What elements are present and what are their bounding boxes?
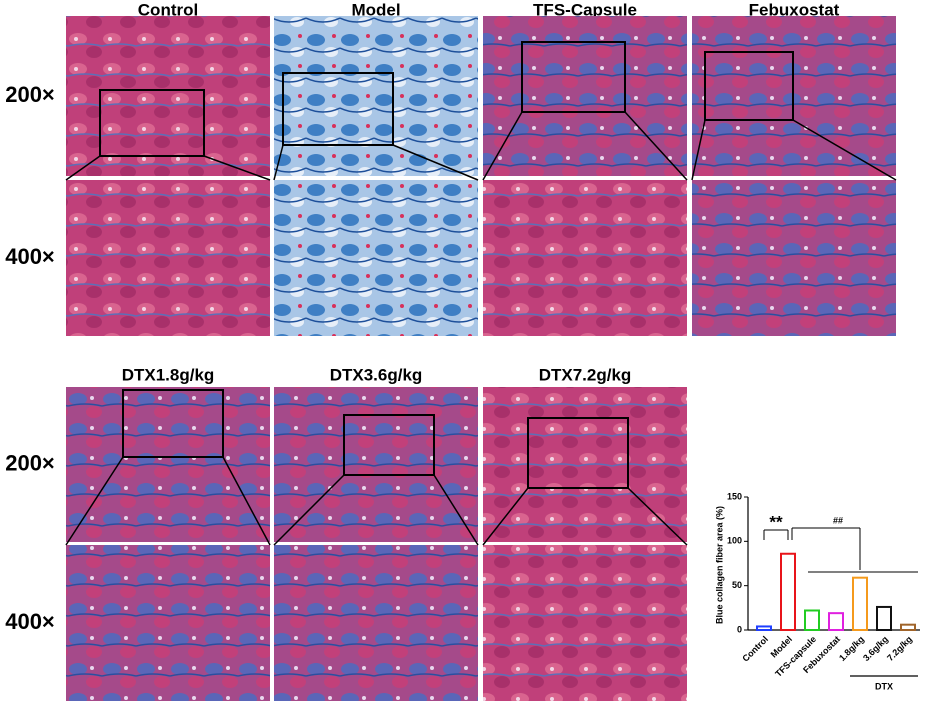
y-tick-label: 150 — [727, 491, 742, 501]
micrograph-zoom — [483, 180, 687, 336]
magnification-label: 400× — [5, 609, 55, 634]
group-label: DTX — [875, 681, 893, 691]
panel-title: DTX3.6g/kg — [330, 365, 423, 384]
zoom-box — [282, 72, 394, 146]
zoom-box — [527, 417, 629, 489]
zoom-line — [691, 119, 706, 181]
y-tick-label: 0 — [737, 624, 742, 634]
micrograph — [274, 387, 478, 542]
zoom-box — [343, 414, 435, 476]
bar — [900, 623, 916, 631]
zoom-line — [482, 487, 529, 546]
zoom-box — [122, 389, 224, 458]
panel-title: DTX7.2g/kg — [539, 365, 632, 384]
bar — [828, 612, 844, 631]
zoom-line — [273, 144, 284, 181]
zoom-box — [704, 51, 794, 121]
x-tick-label: 1.8g/kg — [837, 634, 866, 663]
panel-title: DTX1.8g/kg — [122, 365, 215, 384]
zoom-line — [65, 155, 101, 181]
x-tick-label: Control — [740, 634, 770, 664]
zoom-line — [792, 119, 897, 181]
zoom-line — [482, 111, 523, 181]
panel-title: Control — [138, 0, 198, 19]
bar — [804, 609, 820, 632]
bar — [852, 576, 868, 631]
micrograph-zoom — [66, 545, 270, 701]
image-panels: Control Model TFS-Capsule Febuxostat 200× 400… — [5, 0, 897, 701]
zoom-box — [521, 41, 626, 113]
micrograph-zoom — [692, 180, 896, 336]
micrograph — [66, 387, 270, 542]
panel-title: Model — [351, 0, 400, 19]
y-tick-label: 100 — [727, 536, 742, 546]
micrograph-zoom — [274, 180, 478, 336]
zoom-line — [273, 474, 345, 546]
micrograph — [483, 16, 687, 176]
micrograph — [66, 16, 270, 176]
zoom-line — [65, 456, 124, 546]
zoom-box — [99, 89, 205, 157]
bar — [756, 625, 772, 631]
magnification-label: 400× — [5, 244, 55, 269]
significance-label: ## — [833, 515, 843, 525]
significance-label: ** — [769, 512, 783, 531]
zoom-line — [433, 474, 479, 546]
panel-title: Febuxostat — [749, 0, 840, 19]
bar — [780, 552, 796, 631]
x-tick-label: 3.6g/kg — [861, 634, 890, 663]
magnification-label: 200× — [5, 82, 55, 107]
x-tick-label: 7.2g/kg — [885, 634, 914, 663]
micrograph-zoom — [274, 545, 478, 701]
zoom-line — [203, 155, 271, 181]
micrograph — [274, 16, 478, 176]
bar — [876, 605, 892, 631]
zoom-line — [627, 487, 688, 546]
y-axis-label: Blue collagen fiber area (%) — [714, 506, 724, 624]
zoom-line — [222, 456, 271, 546]
panel-title: TFS-Capsule — [533, 0, 637, 19]
zoom-line — [624, 111, 688, 181]
y-tick-label: 50 — [732, 580, 742, 590]
magnification-label: 200× — [5, 450, 55, 475]
zoom-line — [392, 144, 479, 181]
micrograph — [483, 387, 687, 542]
micrograph-zoom — [66, 180, 270, 336]
micrograph-zoom — [483, 545, 687, 701]
